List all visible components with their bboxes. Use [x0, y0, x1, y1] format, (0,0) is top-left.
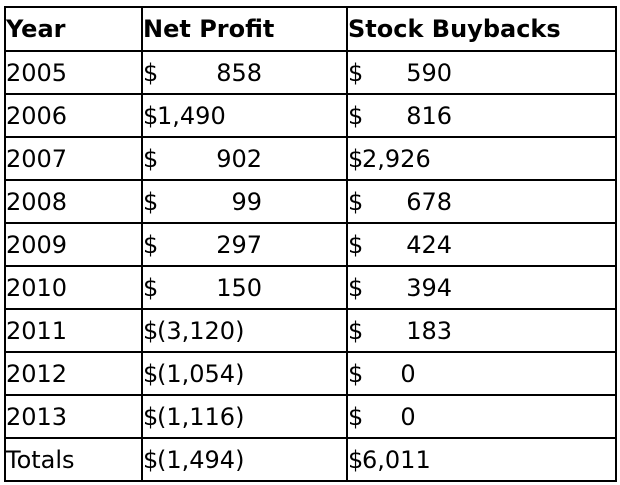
currency-symbol: $ [348, 101, 364, 130]
stock-buybacks-value: 394 [406, 273, 452, 302]
stock-buybacks-value: 183 [406, 316, 452, 345]
currency-symbol: $ [143, 230, 159, 259]
stock-buybacks-cell: $183 [346, 308, 617, 353]
stock-buybacks-cell: $394 [346, 265, 617, 310]
stock-buybacks-value: 6,011 [362, 445, 431, 474]
year-cell: 2010 [4, 265, 143, 310]
currency-symbol: $ [348, 187, 364, 216]
stock-buybacks-value: 590 [406, 58, 452, 87]
currency-symbol: $ [348, 359, 364, 388]
net-profit-cell: $1,490 [141, 93, 348, 138]
net-profit-cell: $ (1,116) [141, 394, 348, 439]
year-cell: 2005 [4, 50, 143, 95]
net-profit-value: (1,116) [157, 402, 245, 431]
year-cell: 2008 [4, 179, 143, 224]
year-cell: Totals [4, 437, 143, 482]
net-profit-cell: $ (3,120) [141, 308, 348, 353]
year-cell: 2009 [4, 222, 143, 267]
currency-symbol: $ [143, 101, 159, 130]
table-row: 2010 $150 $394 [4, 265, 617, 310]
table-row: 2008 $99 $678 [4, 179, 617, 224]
year-cell: 2013 [4, 394, 143, 439]
table-row: 2011 $ (3,120) $183 [4, 308, 617, 353]
stock-buybacks-cell: $0 [346, 351, 617, 396]
net-profit-cell: $858 [141, 50, 348, 95]
net-profit-cell: $ (1,054) [141, 351, 348, 396]
header-row: Year Net Profit Stock Buybacks [4, 6, 617, 52]
year-cell: 2006 [4, 93, 143, 138]
table-row: 2006 $1,490 $816 [4, 93, 617, 138]
table-row: 2009 $297 $424 [4, 222, 617, 267]
net-profit-value: (3,120) [157, 316, 245, 345]
stock-buybacks-cell: $0 [346, 394, 617, 439]
table-row: 2005 $858 $590 [4, 50, 617, 95]
currency-symbol: $ [348, 58, 364, 87]
net-profit-cell: $297 [141, 222, 348, 267]
header-net-profit: Net Profit [141, 6, 348, 52]
header-stock-buybacks: Stock Buybacks [346, 6, 617, 52]
net-profit-value: 297 [216, 230, 262, 259]
net-profit-cell: $902 [141, 136, 348, 181]
header-year: Year [4, 6, 143, 52]
net-profit-cell: $ (1,494) [141, 437, 348, 482]
stock-buybacks-cell: $2,926 [346, 136, 617, 181]
currency-symbol: $ [348, 316, 364, 345]
year-cell: 2007 [4, 136, 143, 181]
totals-row: Totals $ (1,494) $6,011 [4, 437, 617, 482]
currency-symbol: $ [143, 359, 159, 388]
table-row: 2007 $902 $2,926 [4, 136, 617, 181]
currency-symbol: $ [143, 316, 159, 345]
currency-symbol: $ [348, 273, 364, 302]
stock-buybacks-value: 424 [406, 230, 452, 259]
currency-symbol: $ [143, 144, 159, 173]
currency-symbol: $ [143, 58, 159, 87]
stock-buybacks-value: 0 [400, 359, 416, 388]
table-row: 2012 $ (1,054) $0 [4, 351, 617, 396]
table-body: 2005 $858 $590 2006 $1,490 $816 2007 $902 $2,926… [4, 50, 617, 482]
net-profit-value: 858 [216, 58, 262, 87]
net-profit-value: (1,054) [157, 359, 245, 388]
net-profit-value: (1,494) [157, 445, 245, 474]
currency-symbol: $ [348, 144, 364, 173]
stock-buybacks-cell: $678 [346, 179, 617, 224]
net-profit-cell: $150 [141, 265, 348, 310]
net-profit-value: 902 [216, 144, 262, 173]
net-profit-value: 99 [231, 187, 262, 216]
year-cell: 2012 [4, 351, 143, 396]
net-profit-cell: $99 [141, 179, 348, 224]
currency-symbol: $ [143, 187, 159, 216]
year-cell: 2011 [4, 308, 143, 353]
stock-buybacks-cell: $590 [346, 50, 617, 95]
profit-buybacks-table: Year Net Profit Stock Buybacks 2005 $858 $… [4, 6, 617, 482]
currency-symbol: $ [143, 273, 159, 302]
stock-buybacks-value: 678 [406, 187, 452, 216]
currency-symbol: $ [348, 402, 364, 431]
currency-symbol: $ [348, 230, 364, 259]
currency-symbol: $ [143, 445, 159, 474]
net-profit-value: 150 [216, 273, 262, 302]
stock-buybacks-value: 816 [406, 101, 452, 130]
currency-symbol: $ [348, 445, 364, 474]
stock-buybacks-cell: $424 [346, 222, 617, 267]
stock-buybacks-cell: $816 [346, 93, 617, 138]
net-profit-value: 1,490 [157, 101, 226, 130]
currency-symbol: $ [143, 402, 159, 431]
stock-buybacks-value: 2,926 [362, 144, 431, 173]
table-row: 2013 $ (1,116) $0 [4, 394, 617, 439]
stock-buybacks-value: 0 [400, 402, 416, 431]
stock-buybacks-cell: $6,011 [346, 437, 617, 482]
